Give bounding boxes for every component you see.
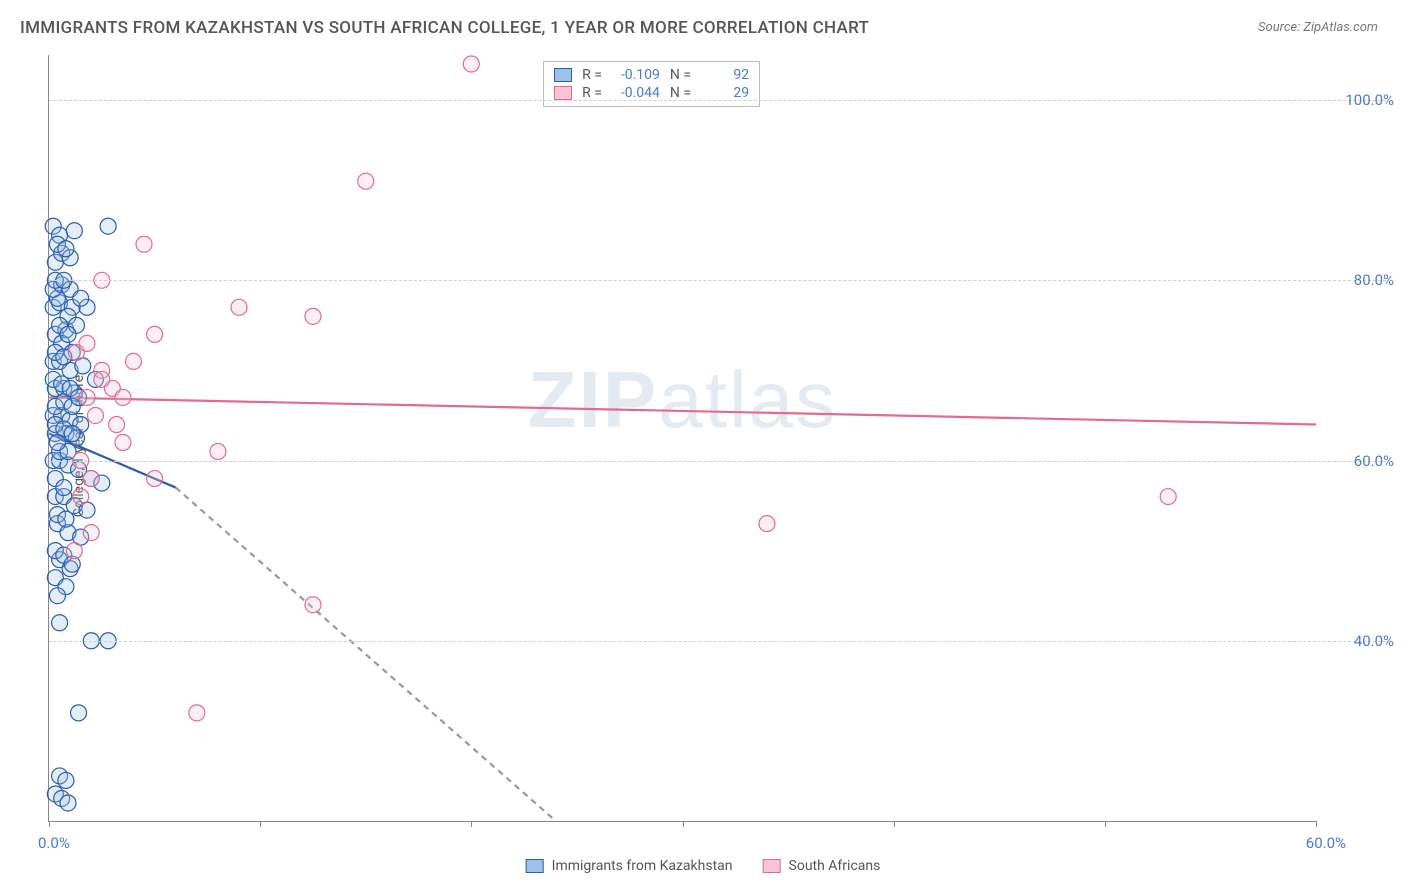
swatch-series-1-bottom	[763, 859, 781, 873]
scatter-point	[463, 56, 479, 72]
scatter-point	[147, 326, 163, 342]
scatter-point	[100, 218, 116, 234]
source-label: Source: ZipAtlas.com	[1258, 20, 1378, 35]
gridline-h	[49, 100, 1386, 101]
regression-line	[49, 397, 1316, 424]
regression-line	[176, 488, 556, 821]
scatter-point	[109, 416, 125, 432]
scatter-point	[49, 435, 65, 451]
scatter-point	[60, 326, 76, 342]
scatter-point	[231, 299, 247, 315]
x-tick	[471, 821, 472, 827]
scatter-point	[60, 795, 76, 811]
scatter-point	[66, 223, 82, 239]
x-tick	[49, 821, 50, 827]
gridline-h	[49, 280, 1386, 281]
y-tick-label: 60.0%	[1354, 452, 1394, 470]
scatter-point	[79, 389, 95, 405]
gridline-h	[49, 461, 1386, 462]
scatter-point	[71, 705, 87, 721]
chart-title: IMMIGRANTS FROM KAZAKHSTAN VS SOUTH AFRI…	[20, 18, 869, 38]
scatter-point	[73, 489, 89, 505]
scatter-point	[125, 353, 141, 369]
scatter-point	[358, 173, 374, 189]
scatter-point	[94, 371, 110, 387]
y-tick-label: 40.0%	[1354, 632, 1394, 650]
scatter-point	[115, 435, 131, 451]
swatch-series-0-bottom	[526, 859, 544, 873]
scatter-point	[305, 597, 321, 613]
legend-label: South Africans	[789, 858, 881, 874]
plot-area: ZIPatlas R = -0.109 N = 92 R = -0.044 N …	[48, 55, 1316, 822]
scatter-point	[305, 308, 321, 324]
x-tick-label-min: 0.0%	[38, 834, 70, 852]
scatter-point	[87, 407, 103, 423]
scatter-point	[58, 511, 74, 527]
plot-svg	[49, 55, 1316, 821]
x-tick-label-max: 60.0%	[1306, 834, 1346, 852]
scatter-point	[1160, 489, 1176, 505]
y-tick-label: 80.0%	[1354, 271, 1394, 289]
legend-label: Immigrants from Kazakhstan	[552, 858, 733, 874]
x-tick	[683, 821, 684, 827]
x-tick	[1105, 821, 1106, 827]
x-tick	[1316, 821, 1317, 827]
scatter-point	[147, 471, 163, 487]
scatter-point	[83, 471, 99, 487]
gridline-h	[49, 641, 1386, 642]
scatter-point	[79, 335, 95, 351]
scatter-point	[210, 444, 226, 460]
scatter-point	[64, 425, 80, 441]
scatter-point	[115, 389, 131, 405]
scatter-point	[56, 480, 72, 496]
chart-container: IMMIGRANTS FROM KAZAKHSTAN VS SOUTH AFRI…	[0, 0, 1406, 892]
x-tick	[260, 821, 261, 827]
scatter-point	[83, 525, 99, 541]
legend-item: Immigrants from Kazakhstan	[526, 858, 733, 874]
scatter-point	[73, 290, 89, 306]
scatter-point	[66, 543, 82, 559]
scatter-point	[49, 588, 65, 604]
scatter-point	[58, 241, 74, 257]
scatter-point	[189, 705, 205, 721]
y-tick-label: 100.0%	[1345, 91, 1394, 109]
scatter-point	[58, 772, 74, 788]
scatter-point	[759, 516, 775, 532]
x-tick	[894, 821, 895, 827]
scatter-point	[136, 236, 152, 252]
legend-item: South Africans	[763, 858, 881, 874]
scatter-point	[52, 615, 68, 631]
bottom-legend: Immigrants from Kazakhstan South African…	[526, 858, 881, 874]
